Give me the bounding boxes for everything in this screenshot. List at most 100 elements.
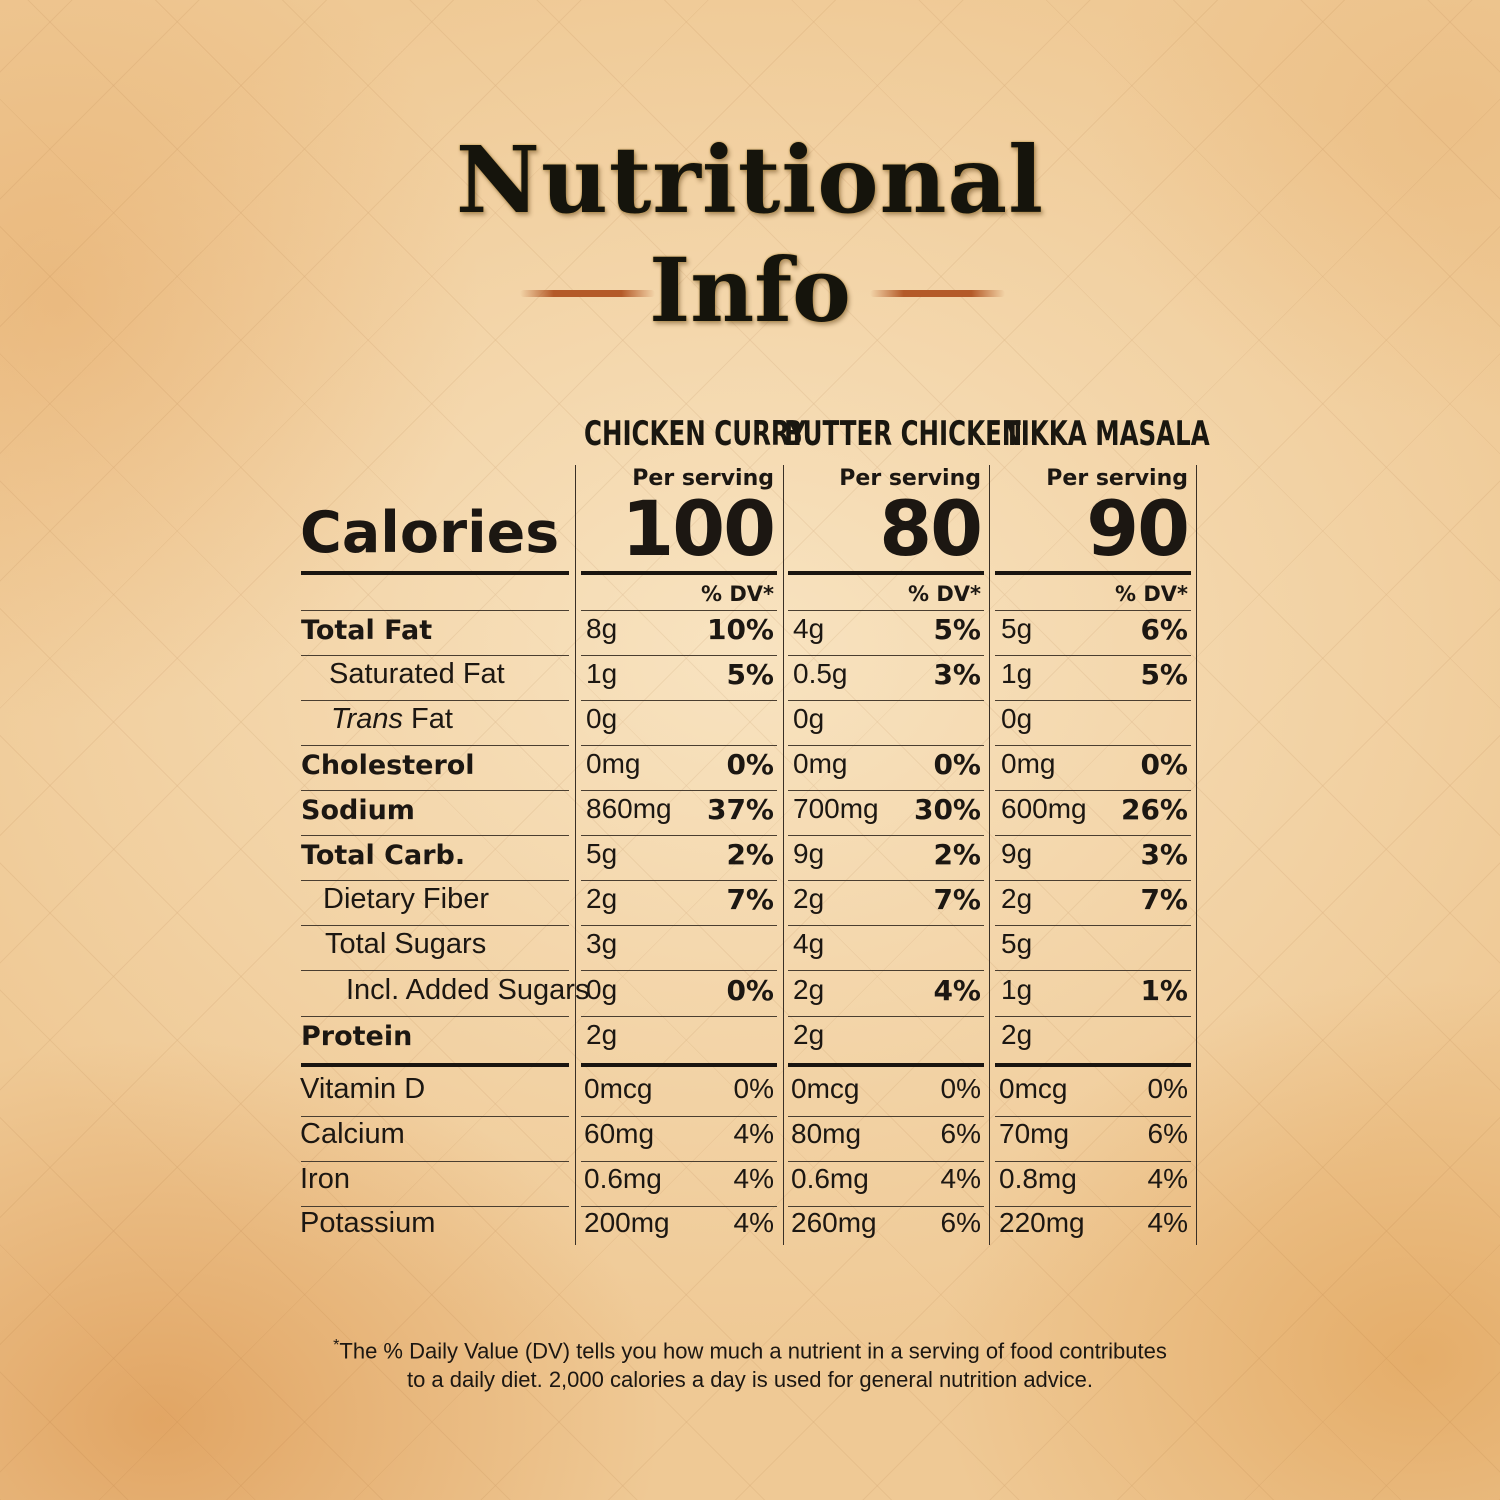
nutrient-daily-value: 0% [933,748,981,781]
nutrient-amount: 2g [586,883,618,914]
vitamin-daily-value: 0% [940,1073,981,1104]
nutrient-label: Trans Fat [331,703,453,736]
row-divider [995,790,1191,791]
nutrient-label: Incl. Added Sugars [346,974,590,1006]
vitamin-label: Potassium [300,1207,436,1239]
vitamin-amount: 0.8mg [999,1163,1077,1194]
nutrient-amount: 600mg [1001,793,1087,824]
row-divider [581,1116,777,1117]
footnote-line-1: *The % Daily Value (DV) tells you how mu… [0,1337,1500,1364]
vitamin-amount: 260mg [791,1207,877,1238]
vitamin-daily-value: 6% [1147,1118,1188,1149]
nutrient-amount: 4g [793,928,825,959]
nutrient-amount: 1g [1001,658,1033,689]
nutrient-amount: 9g [793,838,825,869]
thick-divider [788,571,984,575]
vitamin-amount: 0mcg [791,1073,860,1104]
row-divider [788,925,984,926]
row-divider [995,700,1191,701]
row-divider [301,1116,569,1117]
nutrient-label: Total Carb. [301,840,466,871]
page-subtitle: Info [649,238,851,342]
row-divider [301,610,569,611]
nutrient-label: Cholesterol [301,750,475,781]
row-divider [581,745,777,746]
row-divider [301,1016,569,1017]
row-divider [995,745,1191,746]
per-serving-label: Per serving [1046,466,1188,491]
vitamin-daily-value: 0% [733,1073,774,1104]
nutrient-amount: 5g [1001,613,1033,644]
title-rule-right [870,290,1005,297]
vitamin-daily-value: 4% [1147,1163,1188,1194]
row-divider [788,835,984,836]
nutrient-amount: 0g [1001,703,1033,734]
nutrient-daily-value: 2% [933,838,981,871]
nutrient-amount: 9g [1001,838,1033,869]
nutrient-daily-value: 5% [726,658,774,691]
nutrient-amount: 1g [586,658,618,689]
vitamin-amount: 0mcg [999,1073,1068,1104]
column-separator [989,465,990,1245]
row-divider [788,1161,984,1162]
calories-value: 100 [621,484,776,573]
column-separator [1196,465,1197,1245]
row-divider [581,610,777,611]
nutrient-daily-value: 1% [1140,974,1188,1007]
vitamin-amount: 0mcg [584,1073,653,1104]
nutrient-amount: 0.5g [793,658,848,689]
row-divider [788,1206,984,1207]
footnote-line-2: to a daily diet. 2,000 calories a day is… [406,1367,1094,1392]
row-divider [301,790,569,791]
product-header-butter-chicken: BUTTER CHICKEN [784,414,1023,454]
nutrient-daily-value: 4% [933,974,981,1007]
nutrient-label: Total Fat [301,615,433,646]
row-divider [581,1161,777,1162]
row-divider [788,655,984,656]
product-header-tikka-masala: TIKKA MASALA [1004,414,1210,454]
vitamin-daily-value: 4% [940,1163,981,1194]
nutrient-label: Dietary Fiber [323,883,489,915]
nutrient-amount: 8g [586,613,618,644]
nutrient-daily-value: 5% [933,613,981,646]
row-divider [581,1206,777,1207]
row-divider [301,745,569,746]
nutrient-amount: 5g [586,838,618,869]
row-divider [788,970,984,971]
row-divider [581,655,777,656]
vitamin-amount: 200mg [584,1207,670,1238]
vitamin-amount: 80mg [791,1118,862,1149]
product-header-chicken-curry: CHICKEN CURRY [584,414,807,454]
row-divider [581,970,777,971]
row-divider [995,970,1191,971]
nutrient-amount: 0g [586,974,618,1005]
row-divider [301,1161,569,1162]
thick-divider [581,571,777,575]
row-divider [581,925,777,926]
nutrient-daily-value: 6% [1140,613,1188,646]
footnote-text-1: The % Daily Value (DV) tells you how muc… [339,1338,1167,1364]
nutrient-label: Sodium [301,795,415,826]
nutrient-amount: 2g [1001,883,1033,914]
nutrient-daily-value: 0% [726,974,774,1007]
vitamin-daily-value: 6% [940,1207,981,1238]
row-divider [301,880,569,881]
thick-divider [995,571,1191,575]
vitamin-daily-value: 4% [733,1118,774,1149]
vitamin-daily-value: 6% [940,1118,981,1149]
row-divider [301,1206,569,1207]
row-divider [788,745,984,746]
nutrient-label-italic: Trans [331,703,403,735]
row-divider [581,835,777,836]
row-divider [788,1016,984,1017]
calories-label: Calories [300,500,560,566]
nutrient-amount: 2g [793,883,825,914]
nutrient-amount: 860mg [586,793,672,824]
per-serving-label: Per serving [632,466,774,491]
vitamin-amount: 220mg [999,1207,1085,1238]
nutrient-daily-value: 7% [933,883,981,916]
nutrient-daily-value: 30% [913,793,981,826]
row-divider [301,925,569,926]
thick-divider [301,1063,569,1067]
nutrient-daily-value: 2% [726,838,774,871]
